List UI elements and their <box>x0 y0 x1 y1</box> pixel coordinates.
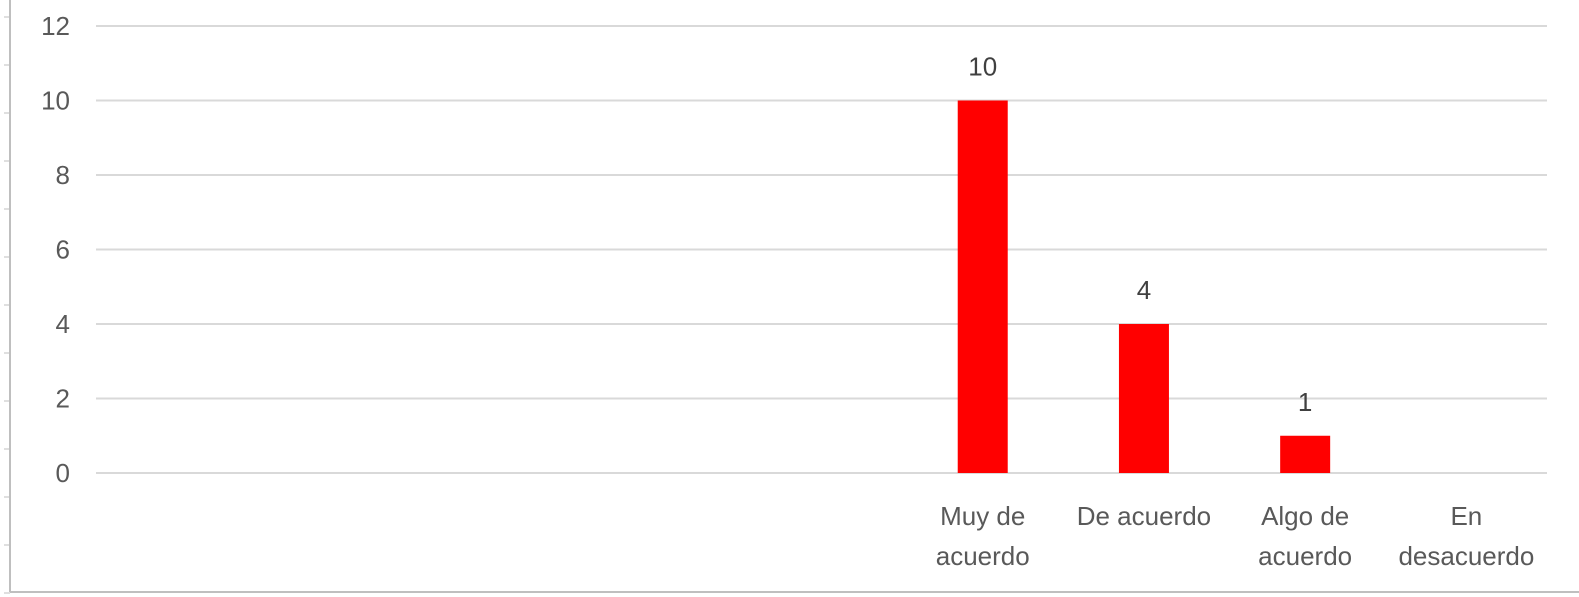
y-tick-label: 10 <box>41 86 70 116</box>
y-tick-label: 2 <box>56 384 70 414</box>
y-tick-label: 8 <box>56 160 70 190</box>
x-category-label: desacuerdo <box>1398 541 1534 571</box>
y-tick-label: 0 <box>56 458 70 488</box>
x-category-label: En <box>1450 501 1482 531</box>
bar <box>957 100 1008 473</box>
x-category-label: acuerdo <box>936 541 1030 571</box>
data-label: 1 <box>1298 387 1312 417</box>
x-category-label: Algo de <box>1261 501 1349 531</box>
y-tick-label: 12 <box>41 11 70 41</box>
y-tick-label: 4 <box>56 309 70 339</box>
x-category-label: De acuerdo <box>1077 501 1211 531</box>
x-category-label: acuerdo <box>1258 541 1352 571</box>
x-category-label: Muy de <box>940 501 1025 531</box>
data-label: 10 <box>968 52 997 82</box>
bar <box>1280 435 1331 473</box>
data-label: 4 <box>1137 275 1151 305</box>
bar <box>1118 324 1169 473</box>
y-tick-label: 6 <box>56 235 70 265</box>
